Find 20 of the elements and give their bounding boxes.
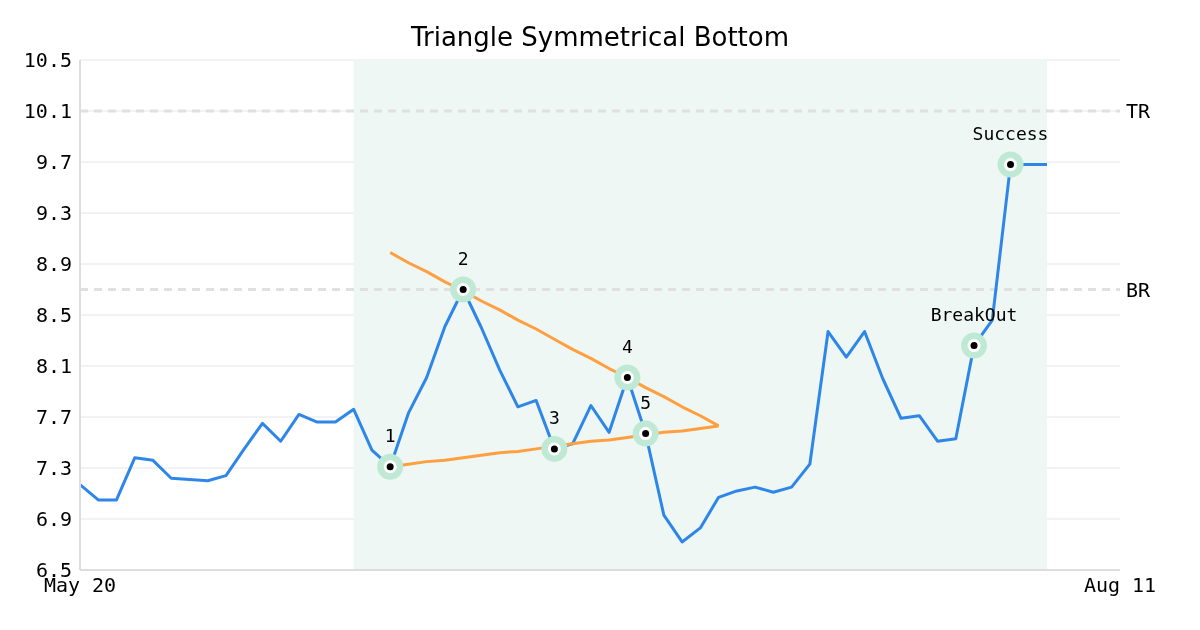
y-tick-label: 9.7 bbox=[35, 150, 72, 175]
annotation: 5 bbox=[640, 392, 652, 414]
x-tick-label: Aug 11 bbox=[1083, 573, 1157, 598]
annotation: 3 bbox=[548, 407, 560, 429]
ref-line-label: TR bbox=[1126, 99, 1152, 124]
y-tick-label: 8.1 bbox=[35, 354, 72, 379]
y-tick-label: 6.9 bbox=[35, 507, 72, 532]
y-tick-label: 7.3 bbox=[35, 456, 72, 481]
annotation: 2 bbox=[457, 247, 469, 269]
ref-line-label: BR bbox=[1126, 277, 1152, 302]
y-tick-label: 10.1 bbox=[23, 99, 72, 124]
y-tick-label: 7.7 bbox=[35, 405, 72, 430]
chart-title: Triangle Symmetrical Bottom bbox=[410, 22, 790, 52]
y-tick-label: 8.5 bbox=[35, 303, 72, 328]
y-tick-label: 9.3 bbox=[35, 201, 72, 226]
annotation: 4 bbox=[621, 335, 633, 357]
y-tick-label: 8.9 bbox=[35, 252, 72, 277]
y-tick-label: 10.5 bbox=[23, 48, 72, 73]
annotation: 1 bbox=[384, 425, 396, 447]
annotation: Success bbox=[972, 123, 1049, 145]
